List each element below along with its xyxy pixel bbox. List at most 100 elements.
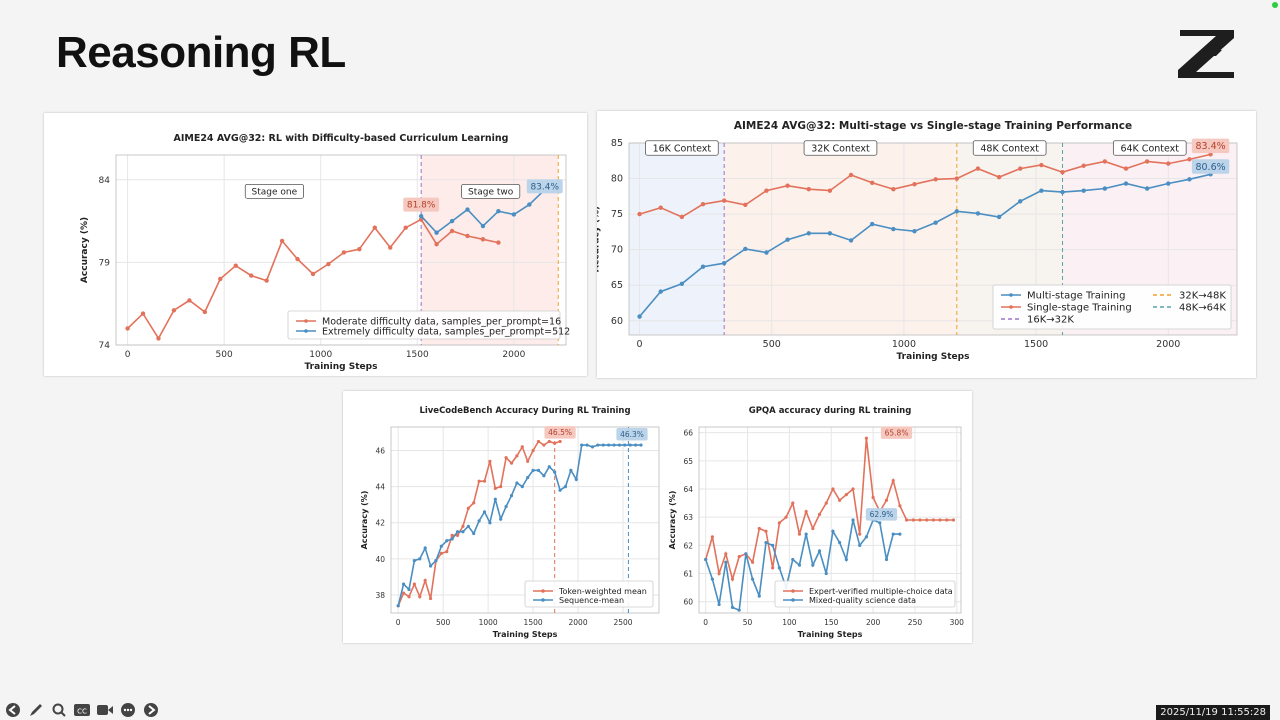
data-point — [531, 448, 535, 453]
data-point — [601, 443, 605, 447]
data-point — [357, 246, 362, 252]
data-point — [1081, 163, 1086, 168]
pen-icon[interactable] — [27, 701, 45, 719]
data-point — [310, 271, 316, 277]
data-point — [764, 188, 769, 193]
data-point — [585, 443, 589, 447]
x-tick-label: 1000 — [479, 618, 498, 627]
data-point — [341, 250, 347, 255]
data-point — [465, 233, 470, 239]
x-tick-label: 500 — [763, 339, 781, 350]
data-point — [791, 557, 795, 562]
data-point — [700, 201, 706, 207]
data-point — [1081, 188, 1086, 193]
x-tick-label: 100 — [782, 618, 797, 627]
data-point — [975, 211, 981, 216]
data-point — [764, 529, 768, 533]
data-point — [547, 465, 551, 469]
y-tick-label: 61 — [683, 570, 693, 579]
data-point — [569, 468, 573, 472]
data-point — [864, 436, 869, 440]
data-point — [844, 493, 848, 497]
data-point — [536, 468, 541, 472]
captions-icon[interactable]: CC — [73, 701, 91, 719]
curriculum-chart: AIME24 AVG@32: RL with Difficulty-based … — [80, 133, 570, 372]
stage-label: 48K Context — [980, 143, 1039, 154]
data-point — [764, 250, 769, 255]
data-point — [1102, 186, 1108, 191]
legend-label: Mixed-quality science data — [809, 596, 916, 605]
stage-label: Stage one — [252, 187, 298, 197]
data-point — [547, 439, 551, 444]
recording-indicator — [1272, 2, 1278, 8]
data-point — [933, 177, 938, 182]
data-point — [542, 443, 546, 447]
data-point — [891, 226, 896, 232]
x-tick-label: 0 — [396, 618, 401, 627]
data-point — [851, 487, 855, 491]
data-point — [496, 208, 501, 214]
callout-label: 83.4% — [530, 183, 559, 193]
series-line — [638, 173, 1211, 318]
data-point — [637, 314, 642, 319]
data-point — [1144, 186, 1150, 191]
data-point — [737, 555, 741, 559]
y-tick-label: 65 — [611, 280, 623, 291]
data-point — [938, 518, 942, 522]
data-point — [493, 497, 497, 501]
data-point — [527, 202, 532, 207]
chart-panel-multistage: AIME24 AVG@32: Multi-stage vs Single-sta… — [597, 111, 1256, 378]
data-point — [858, 543, 862, 547]
y-tick-label: 63 — [683, 513, 693, 522]
callout-label: 65.8% — [885, 428, 909, 437]
data-point — [418, 557, 422, 561]
data-point — [891, 187, 896, 192]
legend-label: 48K→64K — [1179, 303, 1226, 314]
camera-icon[interactable] — [96, 701, 114, 719]
legend-label: 16K→32K — [1027, 315, 1074, 326]
data-point — [777, 566, 781, 570]
data-point — [461, 524, 465, 528]
data-point — [450, 537, 454, 541]
y-tick-label: 74 — [99, 341, 111, 351]
arrow-left-icon[interactable] — [4, 701, 22, 719]
data-point — [904, 518, 909, 522]
y-tick-label: 40 — [375, 555, 385, 564]
data-point — [466, 524, 470, 528]
data-point — [455, 533, 460, 537]
y-axis-label: Accuracy (%) — [597, 206, 602, 272]
legend-marker — [1009, 305, 1013, 309]
data-point — [1187, 157, 1192, 162]
data-point — [480, 237, 486, 242]
data-point — [724, 552, 728, 556]
search-icon[interactable] — [50, 701, 68, 719]
zhipu-logo-icon — [1178, 30, 1234, 78]
data-point — [717, 602, 721, 607]
data-point — [1018, 166, 1023, 171]
data-point — [658, 289, 663, 294]
data-point — [407, 587, 411, 592]
x-tick-label: 150 — [824, 618, 839, 627]
data-point — [156, 336, 161, 341]
data-point — [504, 456, 508, 460]
data-point — [954, 209, 959, 214]
y-tick-label: 79 — [99, 258, 111, 268]
data-point — [553, 470, 557, 474]
data-point — [1018, 199, 1023, 204]
x-tick-label: 2500 — [613, 618, 632, 627]
arrow-right-icon[interactable] — [142, 701, 160, 719]
data-point — [679, 214, 685, 220]
data-point — [482, 479, 487, 483]
data-point — [295, 256, 300, 262]
value-callout — [526, 179, 563, 194]
data-point — [721, 260, 727, 266]
data-point — [580, 443, 584, 447]
plot-frame — [698, 426, 962, 614]
y-tick-label: 60 — [683, 598, 693, 607]
more-icon[interactable] — [119, 701, 137, 719]
data-point — [428, 564, 433, 568]
data-point — [996, 174, 1002, 180]
x-tick-label: 250 — [908, 618, 923, 627]
legend-label: Token-weighted mean — [558, 587, 647, 596]
data-point — [721, 198, 727, 203]
